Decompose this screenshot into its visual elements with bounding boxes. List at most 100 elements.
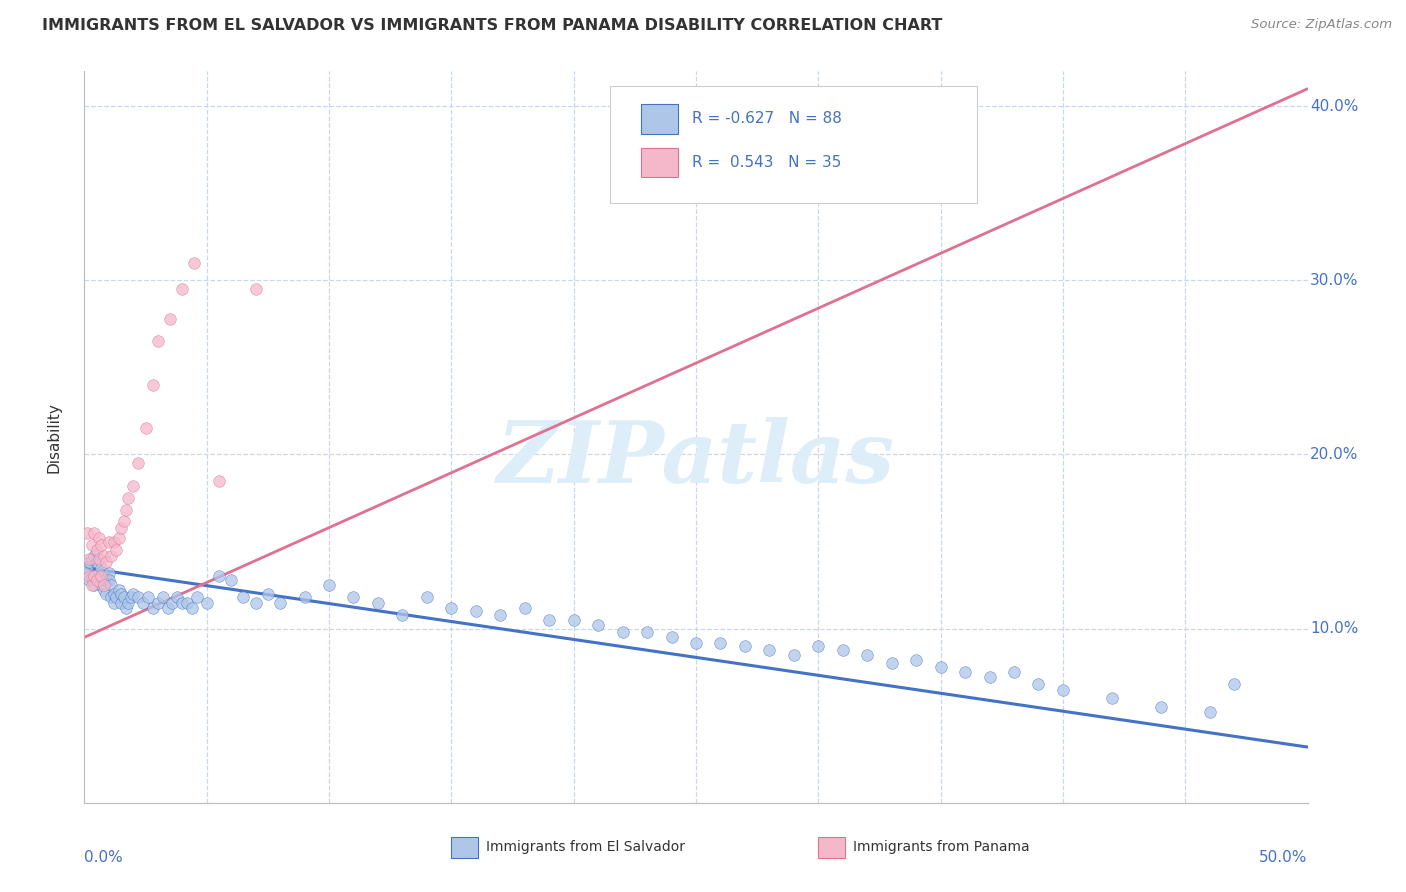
Point: [117, 491, 139, 505]
Point: [172, 282, 194, 296]
Point: [734, 639, 756, 653]
Point: [183, 256, 205, 270]
Point: [1150, 700, 1173, 714]
Point: [612, 625, 634, 640]
Point: [112, 514, 135, 528]
Point: [367, 595, 389, 609]
Point: [176, 595, 198, 609]
Point: [636, 625, 658, 640]
Point: [156, 600, 179, 615]
Point: [807, 639, 830, 653]
Point: [269, 595, 291, 609]
Point: [464, 604, 486, 618]
Point: [929, 660, 952, 674]
Point: [105, 543, 128, 558]
Point: [110, 595, 132, 609]
Point: [122, 479, 145, 493]
Text: Source: ZipAtlas.com: Source: ZipAtlas.com: [1251, 18, 1392, 31]
Point: [110, 521, 132, 535]
Point: [96, 587, 118, 601]
Point: [709, 635, 731, 649]
Point: [97, 534, 120, 549]
Point: [120, 591, 142, 605]
Text: Immigrants from Panama: Immigrants from Panama: [852, 839, 1029, 854]
Point: [208, 474, 231, 488]
Point: [86, 556, 108, 570]
Point: [115, 600, 138, 615]
Point: [162, 595, 184, 609]
Point: [100, 578, 122, 592]
Point: [856, 648, 879, 662]
Point: [489, 607, 512, 622]
Point: [880, 657, 903, 671]
Point: [96, 556, 118, 570]
Point: [562, 613, 585, 627]
Point: [127, 591, 149, 605]
Point: [83, 578, 105, 592]
Point: [142, 600, 165, 615]
Point: [208, 569, 231, 583]
Point: [1002, 665, 1025, 680]
Text: 50.0%: 50.0%: [1260, 850, 1308, 865]
Point: [87, 566, 110, 580]
Point: [122, 587, 145, 601]
Point: [831, 642, 853, 657]
Point: [90, 560, 112, 574]
Point: [1052, 682, 1074, 697]
Text: Immigrants from El Salvador: Immigrants from El Salvador: [485, 839, 685, 854]
Point: [132, 595, 155, 609]
Point: [142, 377, 165, 392]
Point: [586, 618, 609, 632]
Point: [100, 549, 122, 563]
Point: [86, 569, 108, 583]
Point: [159, 311, 181, 326]
Point: [83, 549, 105, 563]
Text: 40.0%: 40.0%: [1310, 99, 1358, 113]
Point: [146, 334, 169, 349]
Point: [1223, 677, 1246, 691]
Point: [83, 569, 105, 583]
Text: R = -0.627   N = 88: R = -0.627 N = 88: [692, 112, 842, 127]
Point: [77, 552, 100, 566]
Point: [661, 631, 683, 645]
FancyBboxPatch shape: [818, 838, 845, 858]
Point: [440, 600, 463, 615]
FancyBboxPatch shape: [610, 86, 977, 203]
Point: [83, 525, 105, 540]
Text: ZIPatlas: ZIPatlas: [496, 417, 896, 500]
Point: [110, 587, 132, 601]
Text: Disability: Disability: [46, 401, 62, 473]
Point: [100, 591, 122, 605]
Point: [294, 591, 316, 605]
Point: [80, 578, 103, 592]
Point: [93, 569, 115, 583]
Point: [86, 573, 108, 587]
Point: [76, 560, 98, 574]
Point: [80, 538, 103, 552]
Point: [513, 600, 536, 615]
Point: [90, 569, 112, 583]
Point: [77, 573, 100, 587]
Point: [186, 591, 208, 605]
Point: [136, 591, 159, 605]
Point: [87, 573, 110, 587]
Point: [1198, 705, 1220, 719]
Point: [77, 556, 100, 570]
Point: [166, 591, 188, 605]
Point: [172, 595, 194, 609]
Point: [90, 538, 112, 552]
Point: [1101, 691, 1123, 706]
Point: [96, 573, 118, 587]
Point: [685, 635, 707, 649]
Point: [103, 595, 125, 609]
Point: [112, 591, 135, 605]
Point: [342, 591, 364, 605]
Point: [245, 282, 267, 296]
Point: [146, 595, 169, 609]
Point: [80, 552, 103, 566]
Point: [953, 665, 976, 680]
Point: [758, 642, 780, 657]
Point: [80, 569, 103, 583]
Point: [97, 573, 120, 587]
Point: [117, 595, 139, 609]
